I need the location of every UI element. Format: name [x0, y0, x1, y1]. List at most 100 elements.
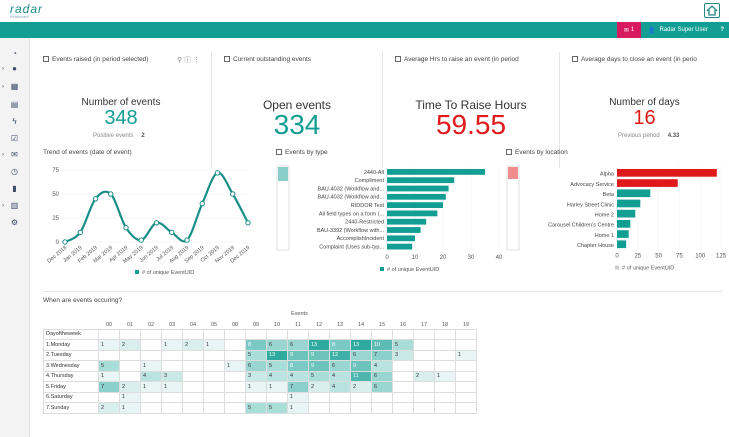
heatmap-cell[interactable] — [182, 391, 204, 403]
heatmap-cell[interactable] — [245, 391, 267, 403]
heatmap-cell[interactable] — [203, 349, 225, 361]
heatmap-cell[interactable] — [434, 349, 456, 361]
heatmap-cell[interactable]: 1 — [287, 391, 309, 403]
heatmap-cell[interactable] — [371, 402, 393, 414]
settings-icon[interactable]: ⚙ — [10, 218, 19, 227]
heatmap-cell[interactable] — [224, 381, 246, 393]
heatmap-cell[interactable]: 6 — [371, 370, 393, 382]
user-menu-button[interactable]: 👤 Radar Super User ? — [642, 22, 729, 38]
users-icon[interactable]: ● — [12, 64, 17, 73]
heatmap-cell[interactable] — [455, 381, 477, 393]
envelope-icon[interactable]: ✉ — [11, 150, 18, 159]
chevron-right-icon[interactable]: › — [2, 203, 4, 209]
heatmap-cell[interactable] — [266, 391, 288, 403]
heatmap-cell[interactable]: 2 — [119, 339, 141, 351]
heatmap-cell[interactable]: 5 — [308, 370, 330, 382]
heatmap-cell[interactable] — [329, 391, 351, 403]
heatmap-cell[interactable] — [455, 370, 477, 382]
heatmap-cell[interactable]: 4 — [266, 370, 288, 382]
heatmap-cell[interactable] — [203, 402, 225, 414]
heatmap-cell[interactable]: 5 — [245, 349, 267, 361]
heatmap-cell[interactable] — [203, 370, 225, 382]
heatmap-cell[interactable] — [224, 349, 246, 361]
heatmap-cell[interactable] — [392, 381, 414, 393]
heatmap-cell[interactable]: 1 — [140, 381, 162, 393]
heatmap-cell[interactable] — [413, 339, 435, 351]
documents-icon[interactable]: ▤ — [10, 100, 19, 109]
heatmap-cell[interactable]: 1 — [287, 402, 309, 414]
heatmap-cell[interactable] — [434, 402, 456, 414]
heatmap-cell[interactable]: 1 — [245, 381, 267, 393]
heatmap-cell[interactable]: 7 — [371, 349, 393, 361]
heatmap-cell[interactable]: 9 — [308, 349, 330, 361]
book-icon[interactable]: ▮ — [12, 184, 17, 193]
calendar-icon[interactable]: ▦ — [10, 82, 19, 91]
heatmap-cell[interactable]: 2 — [413, 370, 435, 382]
heatmap-cell[interactable] — [161, 391, 183, 403]
heatmap-cell[interactable]: 4 — [329, 381, 351, 393]
heatmap-cell[interactable] — [455, 402, 477, 414]
heatmap-cell[interactable] — [203, 360, 225, 372]
clock-icon[interactable]: ◷ — [11, 167, 18, 176]
heatmap-cell[interactable] — [203, 391, 225, 403]
heatmap-cell[interactable]: 6 — [350, 349, 372, 361]
bolt-icon[interactable]: ϟ — [12, 117, 17, 126]
heatmap-cell[interactable] — [119, 360, 141, 372]
heatmap-cell[interactable] — [350, 391, 372, 403]
heatmap-cell[interactable]: 6 — [245, 360, 267, 372]
heatmap-cell[interactable]: 8 — [245, 339, 267, 351]
heatmap-cell[interactable] — [119, 370, 141, 382]
kpi-card-outstanding[interactable]: Current outstanding events Open events 3… — [212, 52, 383, 168]
heatmap-cell[interactable] — [140, 339, 162, 351]
heatmap-cell[interactable]: 6 — [266, 339, 288, 351]
heatmap-cell[interactable]: 5 — [98, 360, 120, 372]
kpi-card-days-to-close[interactable]: Average days to close an event (in perio… — [560, 52, 729, 168]
heatmap-cell[interactable] — [413, 391, 435, 403]
heatmap-cell[interactable]: 1 — [119, 402, 141, 414]
heatmap-cell[interactable]: 13 — [308, 339, 330, 351]
heatmap-cell[interactable]: 2 — [98, 402, 120, 414]
heatmap-cell[interactable] — [140, 349, 162, 361]
heatmap-cell[interactable]: 13 — [350, 339, 372, 351]
heatmap-cell[interactable]: 9 — [287, 349, 309, 361]
heatmap-cell[interactable]: 4 — [287, 370, 309, 382]
heatmap-cell[interactable]: 1 — [266, 381, 288, 393]
heatmap-cell[interactable] — [434, 339, 456, 351]
app-logo[interactable]: radar healthcare — [10, 2, 44, 19]
heatmap-cell[interactable]: 6 — [329, 360, 351, 372]
notifications-button[interactable]: ✉ 1 — [617, 22, 641, 38]
heatmap-cell[interactable] — [434, 360, 456, 372]
heatmap-cell[interactable]: 6 — [371, 381, 393, 393]
heatmap-cell[interactable] — [350, 402, 372, 414]
heatmap-cell[interactable]: 1 — [98, 370, 120, 382]
heatmap-cell[interactable] — [224, 402, 246, 414]
heatmap-cell[interactable]: 2 — [182, 339, 204, 351]
heatmap-cell[interactable]: 2 — [350, 381, 372, 393]
heatmap-cell[interactable] — [140, 391, 162, 403]
heatmap-cell[interactable] — [413, 402, 435, 414]
heatmap-cell[interactable]: 1 — [140, 360, 162, 372]
kpi-card-hours-to-raise[interactable]: Average Hrs to raise an event (in period… — [383, 52, 560, 168]
heatmap-cell[interactable]: 1 — [434, 370, 456, 382]
heatmap-cell[interactable]: 10 — [371, 339, 393, 351]
heatmap-cell[interactable]: 5 — [245, 402, 267, 414]
heatmap-cell[interactable] — [392, 391, 414, 403]
heatmap-cell[interactable]: 1 — [455, 349, 477, 361]
chevron-right-icon[interactable]: › — [2, 152, 4, 158]
heatmap-cell[interactable] — [182, 381, 204, 393]
heatmap-cell[interactable] — [182, 370, 204, 382]
heatmap-table[interactable]: 00 01 02 03 04 05 08 09 10 11 12 13 14 15 16 17 18 19 Dayo… — [43, 321, 477, 414]
heatmap-cell[interactable]: 3 — [245, 370, 267, 382]
heatmap-cell[interactable] — [161, 402, 183, 414]
heatmap-cell[interactable] — [308, 391, 330, 403]
chevron-right-icon[interactable]: › — [2, 84, 4, 90]
heatmap-cell[interactable]: 13 — [266, 349, 288, 361]
heatmap-cell[interactable]: 1 — [161, 339, 183, 351]
heatmap-cell[interactable]: 9 — [350, 360, 372, 372]
heatmap-cell[interactable]: 2 — [308, 381, 330, 393]
heatmap-cell[interactable] — [413, 349, 435, 361]
heatmap-cell[interactable]: 12 — [329, 349, 351, 361]
events-by-location-chart[interactable]: 0 25 50 75 100 125 Alpha Advocacy Service Beta Ha… — [505, 158, 729, 288]
heatmap-cell[interactable] — [119, 349, 141, 361]
kpi-card-events-raised[interactable]: Events raised (in period selected) ⚲ ⓘ ⋮… — [31, 52, 212, 168]
